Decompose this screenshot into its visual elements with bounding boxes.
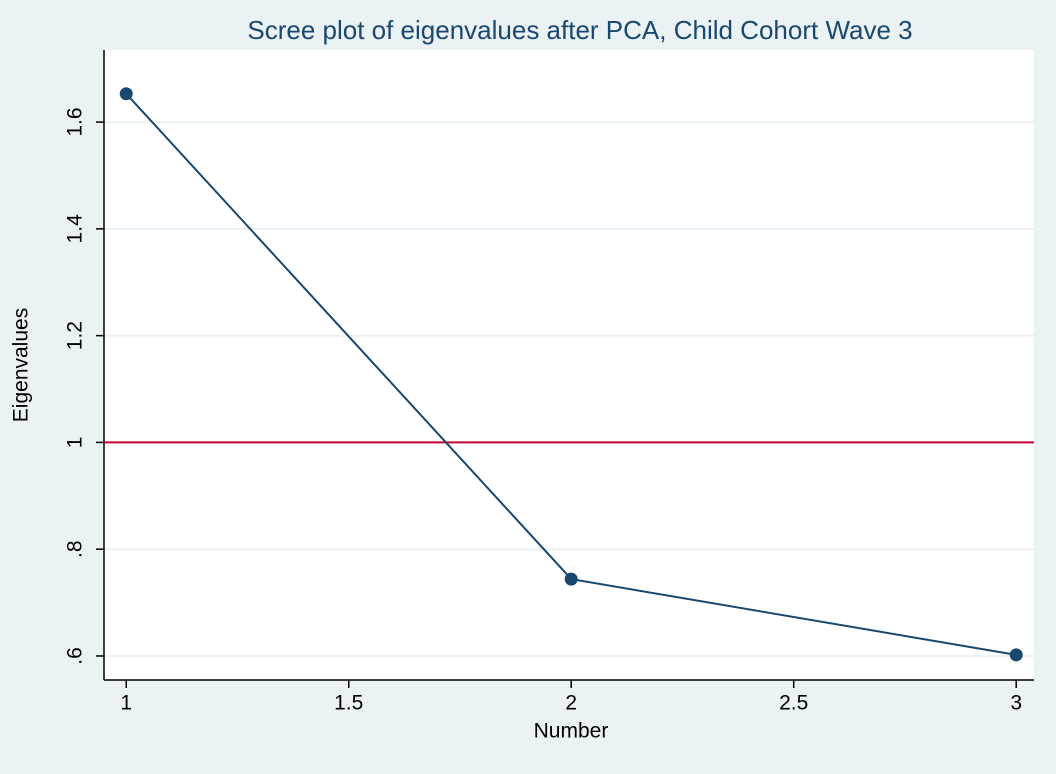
y-tick-label: 1.6 <box>64 107 87 136</box>
y-tick-label: .6 <box>64 647 87 665</box>
data-point <box>1009 648 1023 662</box>
plot-area <box>104 50 1034 680</box>
y-axis-label: Eigenvalues <box>10 308 33 422</box>
y-tick-label: 1 <box>64 437 87 449</box>
y-tick-label: 1.2 <box>64 321 87 350</box>
x-tick-label: 2 <box>565 692 577 715</box>
chart-title: Scree plot of eigenvalues after PCA, Chi… <box>247 15 912 45</box>
x-tick-label: 1.5 <box>334 692 363 715</box>
data-point <box>119 87 133 101</box>
x-axis-label: Number <box>534 720 609 743</box>
x-tick-label: 3 <box>1010 692 1022 715</box>
y-tick-label: 1.4 <box>64 214 87 244</box>
data-point <box>564 572 578 586</box>
x-tick-label: 2.5 <box>779 692 808 715</box>
x-tick-label: 1 <box>120 692 132 715</box>
y-tick-label: .8 <box>64 540 87 558</box>
